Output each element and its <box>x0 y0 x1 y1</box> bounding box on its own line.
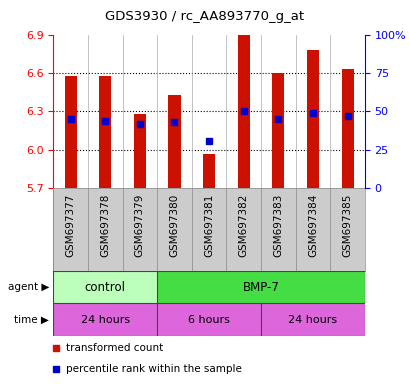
Text: GSM697385: GSM697385 <box>342 194 352 257</box>
Text: agent ▶: agent ▶ <box>8 282 49 292</box>
Text: 6 hours: 6 hours <box>188 314 229 325</box>
Bar <box>157 303 261 336</box>
Text: GDS3930 / rc_AA893770_g_at: GDS3930 / rc_AA893770_g_at <box>105 10 304 23</box>
Bar <box>237 35 249 188</box>
Bar <box>202 154 215 188</box>
Bar <box>53 303 157 336</box>
Text: control: control <box>85 281 126 293</box>
Bar <box>53 271 157 303</box>
Bar <box>261 303 364 336</box>
Text: GSM697382: GSM697382 <box>238 194 248 257</box>
Text: BMP-7: BMP-7 <box>242 281 279 293</box>
Text: GSM697381: GSM697381 <box>204 194 213 257</box>
Text: GSM697380: GSM697380 <box>169 194 179 257</box>
Bar <box>272 73 284 188</box>
Bar <box>64 76 76 188</box>
Bar <box>341 69 353 188</box>
Text: 24 hours: 24 hours <box>81 314 130 325</box>
Bar <box>168 95 180 188</box>
Text: time ▶: time ▶ <box>14 314 49 325</box>
Bar <box>306 50 318 188</box>
Text: GSM697378: GSM697378 <box>100 194 110 257</box>
Text: GSM697383: GSM697383 <box>273 194 283 257</box>
Text: GSM697384: GSM697384 <box>307 194 317 257</box>
Text: GSM697379: GSM697379 <box>135 194 144 257</box>
Bar <box>133 114 146 188</box>
Text: 24 hours: 24 hours <box>288 314 337 325</box>
Bar <box>157 271 364 303</box>
Text: transformed count: transformed count <box>65 343 163 353</box>
Bar <box>99 76 111 188</box>
Text: percentile rank within the sample: percentile rank within the sample <box>65 364 241 374</box>
Text: GSM697377: GSM697377 <box>65 194 75 257</box>
